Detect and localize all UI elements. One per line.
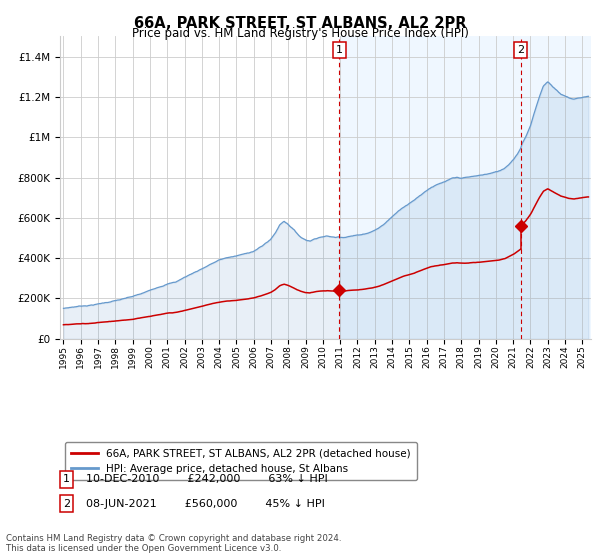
Text: 08-JUN-2021        £560,000        45% ↓ HPI: 08-JUN-2021 £560,000 45% ↓ HPI	[79, 498, 325, 508]
Text: 2: 2	[517, 45, 524, 55]
Text: Contains HM Land Registry data © Crown copyright and database right 2024.
This d: Contains HM Land Registry data © Crown c…	[6, 534, 341, 553]
Text: 1: 1	[62, 474, 70, 484]
Text: 66A, PARK STREET, ST ALBANS, AL2 2PR: 66A, PARK STREET, ST ALBANS, AL2 2PR	[134, 16, 466, 31]
Text: 2: 2	[62, 498, 70, 508]
Text: 10-DEC-2010        £242,000        63% ↓ HPI: 10-DEC-2010 £242,000 63% ↓ HPI	[79, 474, 328, 484]
Text: Price paid vs. HM Land Registry's House Price Index (HPI): Price paid vs. HM Land Registry's House …	[131, 27, 469, 40]
Text: 1: 1	[335, 45, 343, 55]
Bar	[339, 36, 591, 339]
Legend: 66A, PARK STREET, ST ALBANS, AL2 2PR (detached house), HPI: Average price, detac: 66A, PARK STREET, ST ALBANS, AL2 2PR (de…	[65, 442, 417, 480]
